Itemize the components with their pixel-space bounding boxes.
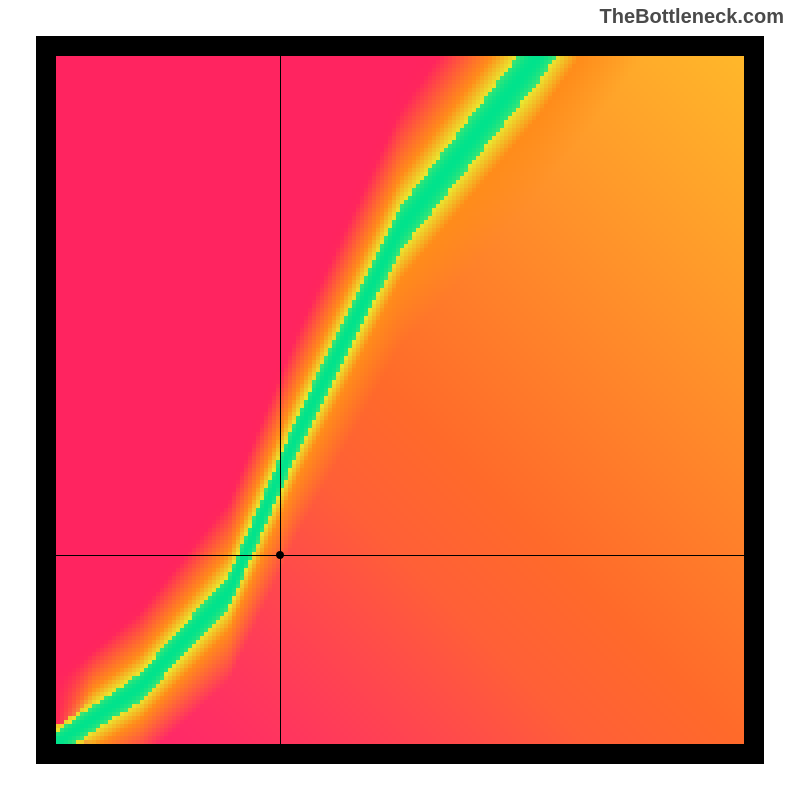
plot-area	[56, 56, 744, 744]
heatmap-canvas	[56, 56, 744, 744]
data-point-marker	[276, 551, 284, 559]
crosshair-vertical	[280, 56, 281, 744]
chart-container: TheBottleneck.com	[0, 0, 800, 800]
crosshair-horizontal	[56, 555, 744, 556]
watermark-text: TheBottleneck.com	[600, 6, 784, 29]
